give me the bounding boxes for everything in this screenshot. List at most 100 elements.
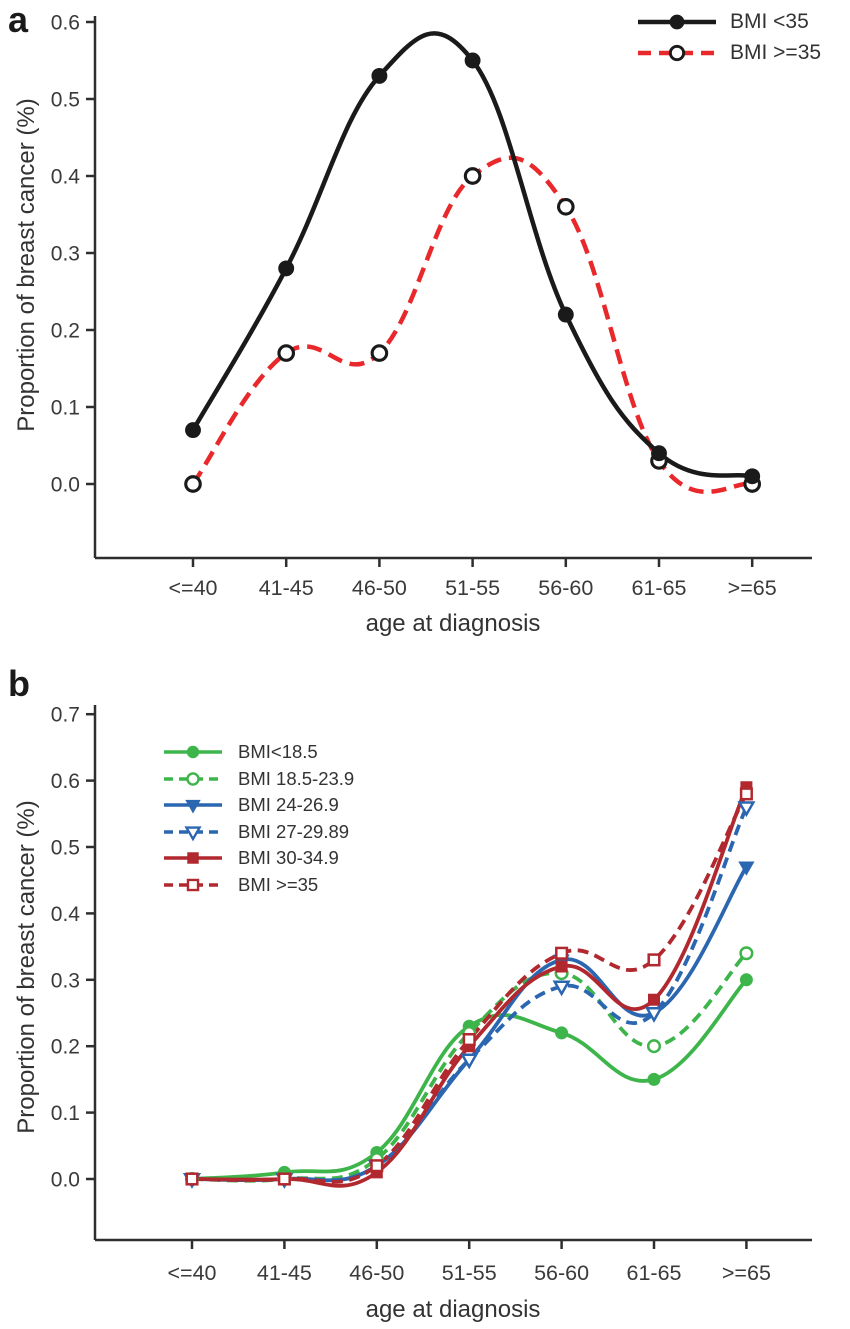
series-bmi-35-point-6 bbox=[739, 787, 753, 801]
series-bmi-35-point-4 bbox=[556, 197, 575, 216]
y-tick-label: 0.6 bbox=[51, 770, 80, 793]
legend-line-sample bbox=[164, 878, 222, 891]
legend-entry-bmi-24-26.9: BMI 24-26.9 bbox=[162, 792, 354, 819]
series-bmi-35-point-3 bbox=[462, 1033, 476, 1047]
legend-line-sample bbox=[164, 852, 222, 864]
legend-label: BMI >=35 bbox=[730, 40, 822, 64]
legend-marker bbox=[185, 800, 201, 814]
series-bmi-35-point-2 bbox=[371, 67, 388, 84]
series-line-bmi-35 bbox=[191, 792, 749, 1184]
x-tick-label: 56-60 bbox=[534, 1261, 589, 1285]
series-bmi-27-29.89-point-5 bbox=[644, 1007, 664, 1023]
y-tick-label: 0.5 bbox=[51, 837, 80, 860]
y-tick-label: 0.4 bbox=[51, 903, 81, 926]
legend-entry-bmi-18.5-23.9: BMI 18.5-23.9 bbox=[162, 766, 354, 793]
panel-b-legend: BMI<18.5 BMI 18.5-23.9 BMI 24-26.9 BMI 27-2… bbox=[162, 739, 354, 898]
panel-b-y-axis-title: Proportion of breast cancer (%) bbox=[13, 800, 40, 1134]
panel-b-label: b bbox=[8, 663, 30, 704]
y-tick-label: 0.5 bbox=[51, 89, 80, 112]
panel-a-plot: 0.0 0.1 0.2 0.3 0.4 0.5 0.6 <=40 41-45 46-50 51-55… bbox=[51, 12, 812, 600]
panel-b-plot: 0.0 0.1 0.2 0.3 0.4 0.5 0.6 0.7 <=40 41-45 46-50 51… bbox=[51, 704, 812, 1285]
legend-label: BMI 30-34.9 bbox=[238, 847, 339, 869]
legend-marker bbox=[668, 44, 686, 61]
legend-entry-bmi-35: BMI <35 bbox=[636, 6, 821, 37]
series-bmi-35-point-1 bbox=[278, 260, 295, 277]
series-bmi-35-point-5 bbox=[651, 445, 667, 462]
legend-entry-bmi-30-34.9: BMI 30-34.9 bbox=[162, 845, 354, 872]
x-tick-label: 51-55 bbox=[442, 1261, 497, 1285]
series-bmi-30-34.9-point-5 bbox=[648, 993, 661, 1006]
series-bmi-35-point-2 bbox=[370, 344, 389, 362]
series-bmi-27-29.89-point-6 bbox=[737, 801, 756, 818]
legend-marker bbox=[184, 826, 202, 842]
legend-line-sample bbox=[164, 826, 222, 842]
legend-label: BMI <35 bbox=[730, 9, 809, 33]
y-tick-label: 0.1 bbox=[51, 397, 80, 420]
legend-label: BMI >=35 bbox=[238, 873, 319, 895]
series-bmi-30-34.9-point-4 bbox=[555, 960, 568, 973]
x-tick-label: 51-55 bbox=[445, 576, 500, 600]
legend-line-sample bbox=[164, 772, 222, 786]
series-bmi-27-29.89-point-3 bbox=[460, 1053, 479, 1070]
x-tick-label: 46-50 bbox=[352, 576, 407, 600]
legend-line-sample bbox=[164, 746, 222, 759]
x-tick-label: <=40 bbox=[168, 576, 217, 600]
legend-label: BMI<18.5 bbox=[238, 741, 318, 763]
legend-marker bbox=[186, 746, 200, 759]
y-tick-label: 0.6 bbox=[51, 12, 80, 35]
legend-marker bbox=[186, 772, 200, 786]
x-tick-label: 56-60 bbox=[538, 576, 593, 600]
y-tick-label: 0.7 bbox=[51, 704, 80, 727]
legend-entry-bmi-18.5: BMI<18.5 bbox=[162, 739, 354, 766]
y-tick-label: 0.4 bbox=[51, 166, 81, 189]
panel-a-label: a bbox=[8, 0, 29, 40]
legend-label: BMI 18.5-23.9 bbox=[238, 767, 355, 789]
series-bmi-27-29.89-point-4 bbox=[552, 980, 571, 997]
y-tick-label: 0.0 bbox=[51, 1169, 80, 1192]
legend-marker bbox=[669, 14, 685, 29]
series-bmi-35-point-0 bbox=[185, 1172, 199, 1186]
series-bmi-35-point-4 bbox=[557, 306, 574, 323]
y-tick-label: 0.3 bbox=[51, 969, 80, 992]
legend-label: BMI 24-26.9 bbox=[238, 794, 339, 816]
series-line-bmi-35 bbox=[190, 31, 755, 479]
legend-entry-bmi-27-29.89: BMI 27-29.89 bbox=[162, 819, 354, 846]
y-tick-label: 0.2 bbox=[51, 1036, 80, 1059]
x-tick-label: >=65 bbox=[722, 1261, 771, 1285]
series-bmi-35-point-3 bbox=[464, 52, 481, 69]
series-bmi-35-point-3 bbox=[463, 167, 482, 185]
series-bmi-18.5-point-4 bbox=[555, 1026, 569, 1040]
legend-label: BMI 27-29.89 bbox=[238, 820, 350, 842]
series-bmi-18.5-23.9-point-6 bbox=[739, 946, 754, 961]
legend-line-sample bbox=[164, 800, 222, 814]
x-tick-label: 61-65 bbox=[627, 1261, 682, 1285]
y-tick-label: 0.3 bbox=[51, 243, 80, 266]
x-tick-label: 41-45 bbox=[257, 1261, 312, 1285]
series-bmi-35-point-0 bbox=[185, 422, 201, 439]
panel-a-legend: BMI <35 BMI >=35 bbox=[636, 6, 821, 68]
x-tick-label: >=65 bbox=[728, 576, 777, 600]
series-line-bmi-18.5 bbox=[190, 977, 749, 1181]
legend-marker bbox=[186, 878, 200, 891]
series-bmi-18.5-point-6 bbox=[739, 973, 753, 987]
series-bmi-35-point-6 bbox=[744, 468, 761, 485]
x-tick-label: 46-50 bbox=[349, 1261, 404, 1285]
x-tick-label: 41-45 bbox=[259, 576, 314, 600]
series-line-bmi-35 bbox=[191, 155, 753, 495]
panel-b-x-axis-title: age at diagnosis bbox=[365, 1296, 541, 1323]
y-tick-label: 0.1 bbox=[51, 1102, 80, 1125]
x-tick-label: <=40 bbox=[167, 1261, 216, 1285]
series-bmi-35-point-5 bbox=[647, 953, 661, 967]
y-tick-label: 0.2 bbox=[51, 320, 80, 343]
series-bmi-18.5-23.9-point-5 bbox=[646, 1039, 662, 1054]
series-bmi-35-point-4 bbox=[555, 946, 569, 960]
series-bmi-35-point-0 bbox=[184, 475, 202, 493]
series-bmi-18.5-point-5 bbox=[647, 1072, 661, 1086]
legend-entry-bmi-35: BMI >=35 bbox=[162, 872, 354, 899]
series-bmi-35-point-1 bbox=[277, 1172, 291, 1186]
series-bmi-35-point-2 bbox=[370, 1159, 384, 1173]
panel-a-x-axis-title: age at diagnosis bbox=[365, 610, 541, 637]
legend-line-sample bbox=[638, 44, 716, 61]
legend-entry-bmi-35: BMI >=35 bbox=[636, 37, 821, 68]
